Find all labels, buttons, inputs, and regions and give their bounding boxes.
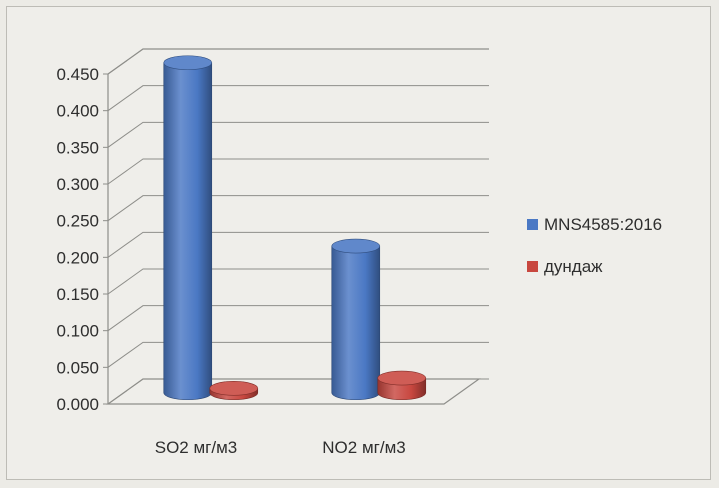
x-tick-label: NO2 мг/м3 [322,438,405,457]
bar-top-cap [377,370,427,386]
bar-dundaj-so2 [209,381,259,401]
gridline [107,48,489,75]
gridline [107,195,489,222]
gridline [107,85,489,112]
chart-gridlines [103,48,489,405]
bar-body [331,245,381,401]
chart-floor-outline [106,378,481,405]
chart-floor [106,378,481,405]
y-tick-label: 0.300 [56,175,99,194]
bar-top-cap [209,381,259,396]
bar-dundaj-no2 [377,370,427,401]
legend-swatch [527,261,538,272]
chart-bars [163,55,427,401]
y-tick-label: 0.100 [56,322,99,341]
y-tick-label: 0.450 [56,65,99,84]
chart-legend: MNS4585:2016 дундаж [527,215,662,276]
y-tick-label: 0.250 [56,212,99,231]
y-tick-label: 0.400 [56,102,99,121]
bar-top-cap [331,238,381,254]
legend-label: MNS4585:2016 [544,215,662,234]
y-tick-label: 0.000 [56,395,99,414]
y-tick-label: 0.050 [56,358,99,377]
legend-label: дундаж [544,257,603,276]
gridline [107,231,489,258]
y-tick-label: 0.200 [56,248,99,267]
bar-mns4585-2016-so2 [163,55,213,401]
bar-mns4585-2016-no2 [331,238,381,401]
y-tick-label: 0.150 [56,285,99,304]
gridline [107,121,489,148]
legend-swatch [527,219,538,230]
x-axis-tick-labels: SO2 мг/м3 NO2 мг/м3 [155,438,406,457]
x-tick-label: SO2 мг/м3 [155,438,238,457]
chart-frame: 0.000 0.050 0.100 0.150 0.200 0.250 0.300 0.350… [6,6,711,480]
gridline [107,158,489,185]
chart-svg: 0.000 0.050 0.100 0.150 0.200 0.250 0.300 0.350… [56,48,662,457]
y-tick-label: 0.350 [56,138,99,157]
y-axis-tick-labels: 0.000 0.050 0.100 0.150 0.200 0.250 0.300 0.350… [56,65,99,414]
bar-body [163,62,213,401]
bar-top-cap [163,55,213,71]
